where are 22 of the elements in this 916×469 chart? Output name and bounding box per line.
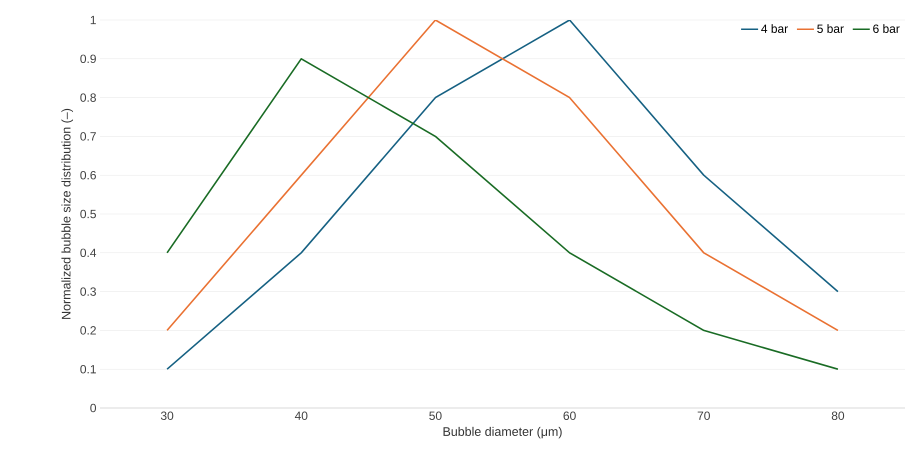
legend-label: 6 bar (873, 24, 900, 33)
legend-label: 5 bar (817, 24, 844, 33)
x-tick-label: 60 (564, 412, 576, 420)
y-tick-label: 0.3 (80, 287, 96, 296)
y-tick-label: 0.9 (80, 54, 96, 64)
y-tick-label: 0.2 (80, 326, 96, 335)
x-tick-label: 40 (294, 412, 308, 420)
y-axis-title: Normalized bubble size distribution (–) (61, 108, 74, 319)
legend-label: 4 bar (761, 24, 788, 33)
y-tick-label: 0.6 (80, 170, 96, 180)
x-tick-label: 30 (160, 412, 174, 420)
y-tick-label: 0.1 (80, 364, 96, 374)
x-tick-label: 70 (698, 412, 710, 420)
x-tick-label: 50 (429, 412, 442, 420)
x-axis-title: Bubble diameter (μm) (444, 426, 562, 438)
y-tick-label: 0.5 (80, 210, 96, 218)
y-tick-label: 0 (90, 404, 96, 412)
y-tick-label: 0.4 (80, 248, 96, 258)
y-tick-label: 0.8 (80, 93, 96, 102)
y-tick-label: 0.7 (80, 132, 96, 141)
y-tick-label: 1 (90, 16, 96, 24)
x-tick-label: 80 (832, 412, 844, 420)
